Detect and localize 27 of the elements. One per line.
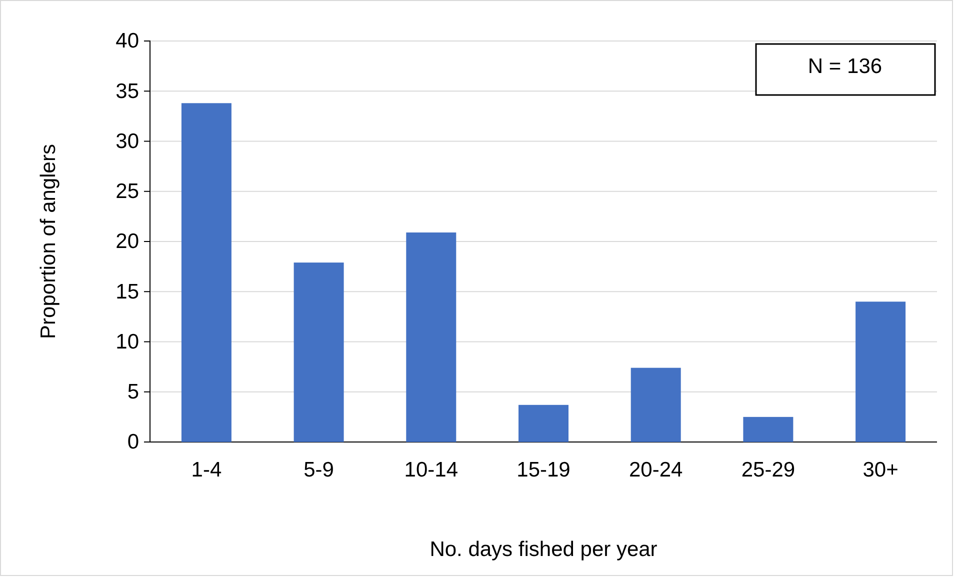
y-axis-title: Proportion of anglers	[37, 144, 60, 339]
bar	[406, 232, 456, 442]
bar	[181, 103, 232, 442]
bar	[743, 416, 794, 442]
bar	[518, 404, 568, 442]
x-tick-label: 20-24	[628, 458, 684, 482]
y-tick-label: 15	[116, 280, 139, 304]
y-tick-label: 5	[127, 380, 139, 404]
bar	[630, 368, 681, 442]
x-tick-label: 30+	[862, 458, 898, 482]
y-tick-label: 20	[116, 230, 139, 254]
y-tick-label: 30	[116, 130, 139, 153]
y-tick-label: 25	[116, 180, 139, 204]
x-tick-label: 1-4	[191, 458, 222, 482]
y-tick-label: 0	[127, 430, 139, 454]
bar	[294, 262, 344, 442]
x-tick-label: 10-14	[404, 458, 458, 482]
x-tick-label: 5-9	[304, 458, 334, 482]
note-box: N = 136	[755, 43, 936, 96]
bar	[856, 302, 906, 442]
annotation: N = 136	[808, 55, 882, 78]
y-tick-label: 40	[116, 30, 139, 53]
x-tick-label: 25-29	[741, 458, 796, 482]
x-axis-title: No. days fished per year	[430, 538, 658, 561]
x-tick-label: 15-19	[516, 458, 570, 482]
y-tick-label: 35	[116, 80, 139, 103]
y-tick-label: 10	[116, 330, 139, 354]
